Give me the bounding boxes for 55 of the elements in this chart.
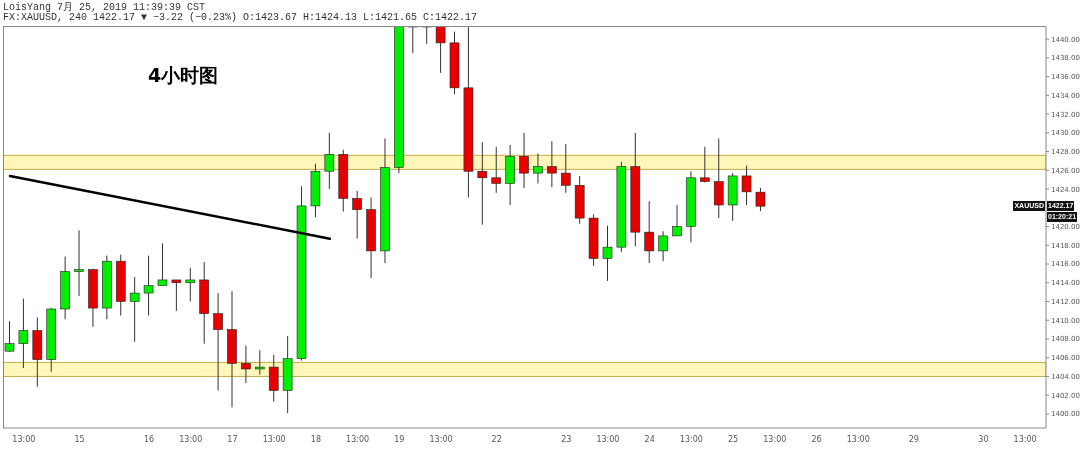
x-tick-label: 25 xyxy=(728,434,739,444)
x-tick-label: 30 xyxy=(978,434,989,444)
candlestick xyxy=(129,276,140,343)
x-tick-label: 13:00 xyxy=(846,434,870,444)
annotation: 4小时图 xyxy=(148,63,219,88)
x-tick-label: 13:00 xyxy=(262,434,286,444)
candlestick xyxy=(491,146,502,194)
x-tick-label: 18 xyxy=(310,434,321,444)
x-tick-label: 23 xyxy=(561,434,572,444)
candlestick xyxy=(755,187,766,212)
candlestick xyxy=(213,292,223,392)
x-tick-label: 17 xyxy=(227,434,238,444)
candlestick xyxy=(255,349,265,376)
x-tick-label: 29 xyxy=(908,434,919,444)
candlestick xyxy=(268,354,279,403)
x-tick-label: 19 xyxy=(394,434,405,444)
candlestick xyxy=(519,132,529,189)
candlestick xyxy=(741,165,752,206)
x-tick-label: 24 xyxy=(644,434,655,444)
candlestick xyxy=(18,298,29,369)
candlestick xyxy=(547,140,557,188)
x-tick-label: 13:00 xyxy=(763,434,787,444)
candlestick xyxy=(560,143,571,194)
candlestick xyxy=(157,242,168,287)
candlestick xyxy=(171,279,182,312)
candlestick xyxy=(143,255,154,317)
x-tick-label: 13:00 xyxy=(346,434,370,444)
candlestick xyxy=(4,320,15,353)
candlestick xyxy=(74,229,84,297)
x-tick-label: 16 xyxy=(143,434,155,444)
candlestick xyxy=(700,146,710,183)
x-tick-label: 13:00 xyxy=(179,434,203,444)
candlestick xyxy=(672,204,682,237)
candlestick xyxy=(644,200,655,264)
candlestick xyxy=(241,345,251,384)
x-tick-label: 13:00 xyxy=(1013,434,1037,444)
x-tick-label: 13:00 xyxy=(429,434,453,444)
candlestick xyxy=(407,26,418,54)
chart-subtitle: FX:XAUUSD, 240 1422.17 ▼ −3.22 (−0.23%) O:1423.67 H:1424.13 L:1421.65 C:1422.17 xyxy=(3,12,478,23)
candlestick xyxy=(185,267,196,302)
candlestick xyxy=(533,152,543,184)
x-tick-label: 13:00 xyxy=(679,434,703,444)
x-tick-label: 13:00 xyxy=(596,434,620,444)
candlestick xyxy=(352,190,362,240)
x-tick-label: 26 xyxy=(811,434,822,444)
x-tick-label: 15 xyxy=(74,434,85,444)
candlestick xyxy=(602,225,613,282)
x-tick-label: 22 xyxy=(491,434,502,444)
x-tick-label: 13:00 xyxy=(12,434,36,444)
candlestick xyxy=(421,26,432,45)
candlestick xyxy=(435,26,446,74)
candlestick xyxy=(324,132,335,190)
candlestick xyxy=(658,230,668,262)
candlestick xyxy=(477,141,488,226)
candlestick xyxy=(713,137,724,219)
